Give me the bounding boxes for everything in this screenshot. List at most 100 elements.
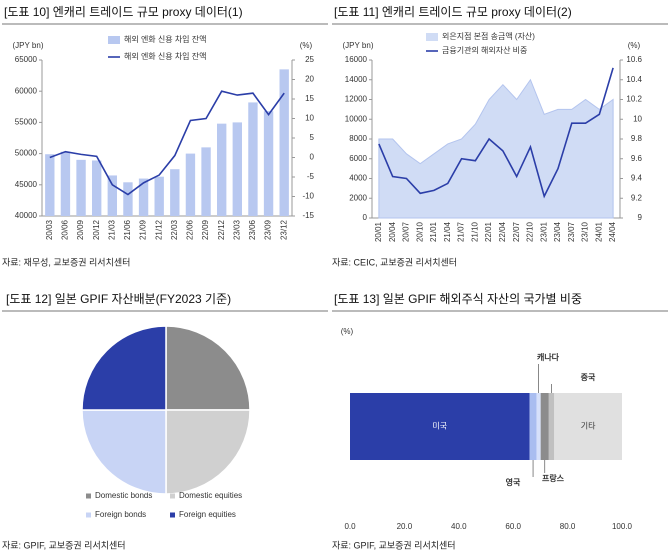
x-tick-label: 21/12 (154, 219, 163, 240)
panel-title: [도표 10] 엔캐리 트레이드 규모 proxy 데이터(1) (4, 5, 243, 19)
legend-swatch (170, 493, 175, 499)
y-tick-label: 0 (363, 213, 368, 222)
bar-segment (548, 393, 555, 460)
y2-tick-label: 0 (310, 153, 315, 162)
y-tick-label: 2000 (349, 193, 367, 202)
panel-title: [도표 11] 엔캐리 트레이드 규모 proxy 데이터(2) (334, 5, 572, 19)
y2-tick-label: 9.6 (631, 154, 643, 163)
x-tick-label: 21/07 (457, 221, 466, 242)
bar (263, 111, 274, 216)
segment-label: 중국 (581, 373, 596, 382)
legend-label: Foreign bonds (95, 510, 146, 519)
bar (107, 175, 117, 216)
y-tick-label: 40000 (15, 211, 38, 220)
x-tick-label: 23/10 (581, 221, 590, 242)
bar (201, 147, 211, 216)
x-tick-label: 20/07 (402, 221, 411, 242)
x-tick-label: 0.0 (344, 522, 356, 531)
x-tick-label: 21/09 (139, 219, 148, 240)
legend-label: 해외 엔화 신용 차입 잔액 (124, 34, 207, 44)
x-tick-label: 20/10 (415, 221, 424, 242)
pie-slice (165, 409, 251, 495)
x-tick-label: 24/04 (608, 221, 617, 242)
x-tick-label: 23/03 (232, 219, 241, 240)
x-tick-label: 60.0 (505, 522, 521, 531)
x-tick-label: 20/12 (92, 219, 101, 240)
source-note: 자료: GPIF, 교보증권 리서치센터 (2, 539, 126, 550)
y-tick-label: 50000 (15, 149, 38, 158)
y2-tick-label: 9.4 (631, 174, 643, 183)
bar (154, 176, 164, 216)
bar-segment (536, 393, 541, 460)
y2-tick-label: 9.8 (631, 134, 643, 143)
x-tick-label: 21/03 (107, 219, 116, 240)
legend-swatch (86, 493, 91, 499)
pie-slice (81, 409, 167, 495)
x-tick-label: 20/03 (45, 219, 54, 240)
x-tick-label: 21/06 (123, 219, 132, 240)
legend-swatch (108, 36, 120, 44)
segment-label: 캐나다 (537, 352, 560, 362)
legend-swatch (170, 512, 175, 518)
pie-slice (81, 325, 167, 411)
y-axis-label: (JPY bn) (13, 41, 44, 50)
y2-tick-label: 10 (305, 114, 314, 123)
bar-segment (554, 393, 622, 460)
line (378, 67, 614, 199)
bar (248, 102, 258, 216)
y-tick-label: 12000 (345, 95, 368, 104)
x-tick-label: 23/06 (248, 219, 257, 240)
y2-axis-label: (%) (628, 41, 641, 50)
x-tick-label: 20/09 (76, 219, 85, 240)
y2-tick-label: 10.2 (626, 95, 642, 104)
bar (279, 69, 289, 216)
bar (232, 122, 242, 216)
bar (217, 123, 227, 216)
legend-label: Foreign equities (179, 510, 236, 519)
legend-swatch (86, 512, 91, 518)
pie-slice (165, 325, 251, 411)
y-axis-label: (JPY bn) (343, 41, 374, 50)
bar (123, 182, 133, 216)
x-tick-label: 100.0 (612, 522, 633, 531)
line (49, 90, 285, 196)
x-tick-label: 24/01 (594, 221, 603, 242)
x-tick-label: 22/03 (170, 219, 179, 240)
y2-tick-label: 10.4 (626, 75, 642, 84)
x-tick-label: 23/09 (264, 219, 273, 240)
bar-segment (540, 393, 549, 460)
x-tick-label: 21/04 (443, 221, 452, 242)
bar (138, 178, 149, 216)
panel-title: [도표 13] 일본 GPIF 해외주식 자산의 국가별 비중 (334, 292, 582, 306)
segment-label: 기타 (581, 422, 596, 431)
panel-title: [도표 12] 일본 GPIF 자산배분(FY2023 기준) (6, 292, 231, 306)
x-tick-label: 22/07 (512, 221, 521, 242)
legend-label: 외은지점 본점 송금액 (자산) (442, 31, 535, 41)
y2-tick-label: 25 (305, 55, 314, 64)
bar (185, 153, 196, 216)
y2-axis-label: (%) (300, 41, 313, 50)
y-tick-label: 60000 (15, 86, 38, 95)
segment-label: 프랑스 (542, 473, 565, 483)
segment-label: 영국 (506, 477, 521, 487)
x-tick-label: 22/10 (526, 221, 535, 242)
x-tick-label: 21/10 (470, 221, 479, 242)
bar (45, 154, 55, 216)
legend-label: Domestic equities (179, 491, 242, 500)
x-tick-label: 23/12 (279, 219, 288, 240)
legend-swatch (426, 33, 438, 41)
x-tick-label: 22/04 (498, 221, 507, 242)
x-tick-label: 20.0 (397, 522, 413, 531)
x-tick-label: 21/01 (429, 221, 438, 242)
y2-tick-label: -10 (302, 192, 314, 201)
y-tick-label: 45000 (15, 180, 38, 189)
y2-tick-label: 10.6 (626, 55, 642, 64)
source-note: 자료: CEIC, 교보증권 리서치센터 (332, 256, 457, 267)
source-note: 자료: 재무성, 교보증권 리서치센터 (2, 256, 130, 267)
x-tick-label: 22/12 (217, 219, 226, 240)
x-tick-label: 22/09 (201, 219, 210, 240)
legend-label: 금융기관의 해외자산 비중 (442, 45, 527, 55)
y2-tick-label: 9.2 (631, 193, 643, 202)
x-tick-label: 20/01 (374, 221, 383, 242)
